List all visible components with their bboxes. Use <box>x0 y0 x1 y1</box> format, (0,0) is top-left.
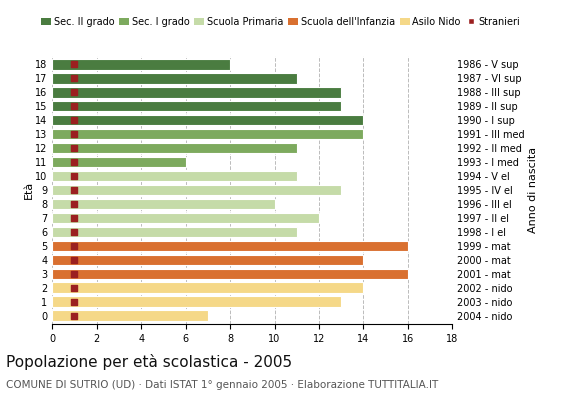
Point <box>70 61 79 68</box>
Bar <box>52 87 341 98</box>
Point <box>70 284 79 291</box>
Point <box>70 201 79 207</box>
Bar <box>52 268 408 279</box>
Bar <box>52 115 364 126</box>
Bar <box>52 143 297 153</box>
Text: Popolazione per età scolastica - 2005: Popolazione per età scolastica - 2005 <box>6 354 292 370</box>
Y-axis label: Anno di nascita: Anno di nascita <box>528 147 538 233</box>
Bar <box>52 199 274 209</box>
Bar <box>52 171 297 181</box>
Bar <box>52 254 364 265</box>
Point <box>70 145 79 151</box>
Bar <box>52 227 297 237</box>
Point <box>70 89 79 96</box>
Legend: Sec. II grado, Sec. I grado, Scuola Primaria, Scuola dell'Infanzia, Asilo Nido, : Sec. II grado, Sec. I grado, Scuola Prim… <box>37 13 524 30</box>
Bar <box>52 73 297 84</box>
Bar <box>52 59 230 70</box>
Point <box>70 117 79 124</box>
Point <box>70 229 79 235</box>
Bar <box>52 157 186 167</box>
Point <box>70 298 79 305</box>
Point <box>70 173 79 179</box>
Point <box>70 131 79 137</box>
Point <box>70 243 79 249</box>
Bar <box>52 101 341 112</box>
Bar <box>52 129 364 140</box>
Point <box>70 103 79 110</box>
Point <box>70 159 79 165</box>
Bar <box>52 185 341 195</box>
Bar <box>52 310 208 321</box>
Bar <box>52 213 319 223</box>
Point <box>70 187 79 193</box>
Bar <box>52 282 364 293</box>
Y-axis label: Età: Età <box>24 181 34 199</box>
Text: COMUNE DI SUTRIO (UD) · Dati ISTAT 1° gennaio 2005 · Elaborazione TUTTITALIA.IT: COMUNE DI SUTRIO (UD) · Dati ISTAT 1° ge… <box>6 380 438 390</box>
Point <box>70 256 79 263</box>
Bar <box>52 240 408 251</box>
Bar <box>52 296 341 307</box>
Point <box>70 75 79 82</box>
Point <box>70 312 79 319</box>
Point <box>70 215 79 221</box>
Point <box>70 270 79 277</box>
